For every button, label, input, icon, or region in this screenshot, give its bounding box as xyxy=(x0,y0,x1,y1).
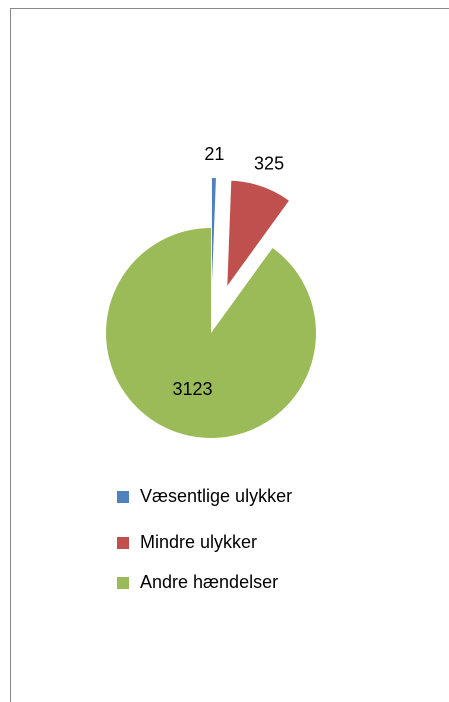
pie-slice xyxy=(105,228,316,439)
legend-label: Væsentlige ulykker xyxy=(140,486,292,506)
pie-slice xyxy=(227,180,289,286)
data-label: 325 xyxy=(254,153,284,173)
legend-label: Mindre ulykker xyxy=(140,532,257,552)
data-label: 21 xyxy=(204,144,224,164)
data-label: 3123 xyxy=(172,379,212,399)
legend-label: Andre hændelser xyxy=(140,572,278,592)
legend-swatch xyxy=(117,577,129,589)
legend-swatch xyxy=(117,537,129,549)
pie-slice xyxy=(211,178,216,284)
legend-swatch xyxy=(117,491,129,503)
